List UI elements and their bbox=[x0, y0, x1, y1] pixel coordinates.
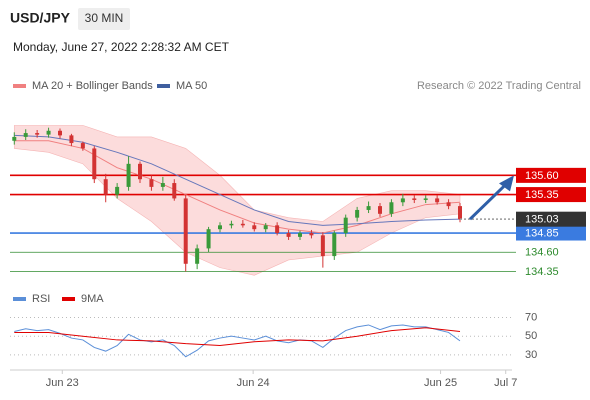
chart-title: USD/JPY bbox=[10, 10, 71, 26]
timeframe: 30 MIN bbox=[85, 11, 124, 25]
last-price-label: 135.03 bbox=[525, 214, 559, 226]
candle-body bbox=[195, 248, 200, 264]
candle-body bbox=[103, 179, 108, 195]
x-tick-label: Jun 23 bbox=[46, 377, 79, 389]
legend-swatch bbox=[13, 297, 26, 301]
forecast-arrowhead bbox=[499, 175, 514, 192]
copyright: Research © 2022 Trading Central bbox=[417, 80, 581, 92]
datetime: Monday, June 27, 2022 2:28:32 AM CET bbox=[13, 40, 230, 54]
candle-body bbox=[412, 198, 417, 200]
x-tick-label: Jun 25 bbox=[424, 377, 457, 389]
candle-body bbox=[206, 229, 211, 249]
candle-body bbox=[46, 130, 51, 135]
candle-body bbox=[378, 206, 382, 214]
level-label: 134.85 bbox=[525, 227, 559, 239]
rsi-tick-label: 70 bbox=[525, 311, 537, 323]
level-label-box bbox=[516, 167, 586, 183]
candle-body bbox=[58, 130, 62, 136]
candle-body bbox=[320, 235, 325, 257]
candle-body bbox=[343, 217, 348, 234]
level-label: 135.35 bbox=[525, 189, 559, 201]
ma20 bbox=[14, 140, 461, 234]
level-label-box bbox=[516, 187, 586, 203]
timeframe-box bbox=[78, 8, 130, 30]
forecast-arrow bbox=[468, 182, 509, 221]
candle-body bbox=[160, 183, 165, 187]
candle-body bbox=[240, 223, 245, 226]
rsi-tick-label: 30 bbox=[525, 349, 537, 361]
candle-body bbox=[23, 133, 28, 137]
x-tick-label: Jun 24 bbox=[237, 377, 270, 389]
candle-body bbox=[286, 233, 291, 237]
candle-body bbox=[400, 198, 405, 203]
candle-body bbox=[446, 202, 451, 207]
candle-body bbox=[138, 163, 142, 180]
candle-body bbox=[355, 209, 360, 218]
candle-body bbox=[309, 233, 314, 236]
candle-body bbox=[35, 133, 40, 135]
level-label: 134.60 bbox=[525, 247, 559, 259]
candle-body bbox=[366, 206, 371, 210]
level-label-box bbox=[516, 225, 586, 241]
candle-body bbox=[229, 223, 234, 226]
candle-body bbox=[218, 225, 222, 230]
rsi-tick-label: 50 bbox=[525, 330, 537, 342]
last-price-box bbox=[516, 211, 586, 227]
rsi_ma bbox=[14, 327, 461, 347]
candle-body bbox=[263, 225, 268, 230]
candle-body bbox=[92, 148, 97, 180]
candle-body bbox=[252, 225, 257, 230]
candle-body bbox=[298, 233, 302, 237]
candle-body bbox=[126, 163, 131, 187]
candle-body bbox=[275, 225, 280, 234]
legend-swatch bbox=[62, 297, 75, 301]
candle-body bbox=[389, 202, 394, 214]
candle-body bbox=[172, 183, 177, 199]
candle-body bbox=[183, 198, 188, 264]
legend-label: MA 20 + Bollinger Bands bbox=[32, 80, 153, 92]
legend-swatch bbox=[13, 84, 26, 88]
candle-body bbox=[458, 206, 462, 220]
level-label: 135.60 bbox=[525, 170, 559, 182]
candle-body bbox=[332, 233, 337, 257]
candle-body bbox=[423, 198, 428, 200]
ma50 bbox=[14, 134, 461, 226]
candle-body bbox=[435, 198, 440, 203]
candle-body bbox=[149, 179, 154, 187]
legend-swatch bbox=[157, 84, 170, 88]
legend-label: RSI bbox=[32, 293, 50, 305]
candle-body bbox=[80, 143, 85, 149]
candle-body bbox=[115, 186, 120, 195]
candle-body bbox=[12, 136, 17, 141]
candle-body bbox=[69, 135, 74, 144]
legend-label: MA 50 bbox=[176, 80, 207, 92]
level-label: 134.35 bbox=[525, 266, 559, 278]
legend-label: 9MA bbox=[81, 293, 104, 305]
rsi-line bbox=[14, 324, 461, 358]
x-tick-label: Jul 7 bbox=[494, 377, 517, 389]
